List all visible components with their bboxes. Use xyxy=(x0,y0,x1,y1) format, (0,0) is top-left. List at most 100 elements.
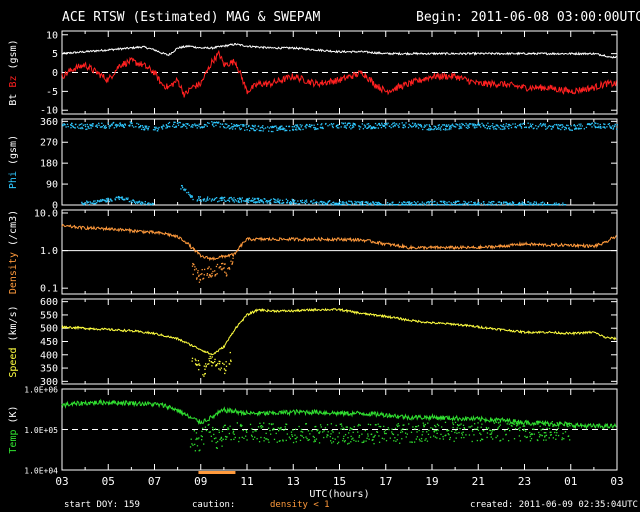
data-point xyxy=(107,122,109,124)
data-point xyxy=(445,434,447,436)
data-point xyxy=(590,123,592,125)
data-point xyxy=(377,423,379,425)
data-point xyxy=(95,202,97,205)
data-point xyxy=(299,199,302,202)
data-point xyxy=(560,124,562,126)
data-point xyxy=(260,129,262,132)
data-point xyxy=(381,437,384,439)
data-point xyxy=(143,128,145,131)
data-point xyxy=(547,204,550,206)
data-point xyxy=(290,431,293,433)
data-point xyxy=(372,126,375,128)
data-point xyxy=(97,200,99,202)
data-point xyxy=(557,203,559,206)
data-point xyxy=(357,201,360,203)
data-point xyxy=(608,123,610,125)
data-point xyxy=(404,126,407,128)
data-point xyxy=(219,197,221,200)
data-point xyxy=(222,426,225,428)
data-point xyxy=(200,126,202,128)
data-point xyxy=(441,124,444,126)
data-point xyxy=(446,429,448,431)
data-point xyxy=(130,200,132,202)
data-point xyxy=(211,198,214,200)
data-point xyxy=(162,124,164,126)
data-point xyxy=(435,430,438,432)
data-point xyxy=(122,124,125,127)
data-point xyxy=(379,124,382,127)
data-point xyxy=(277,201,279,203)
data-point xyxy=(221,123,224,125)
data-point xyxy=(134,201,136,203)
data-point xyxy=(227,126,229,128)
data-point xyxy=(326,424,329,426)
data-point xyxy=(521,202,523,205)
data-point xyxy=(497,201,499,203)
data-point xyxy=(427,129,430,131)
data-point xyxy=(248,129,251,132)
data-point xyxy=(558,203,560,205)
data-point xyxy=(543,202,546,204)
data-point xyxy=(117,124,119,126)
ytick-label: 550 xyxy=(40,310,58,321)
data-point xyxy=(233,124,235,126)
data-point xyxy=(299,129,302,131)
data-point xyxy=(421,126,423,128)
data-point xyxy=(529,440,532,442)
data-point xyxy=(236,125,238,128)
data-point xyxy=(252,125,255,127)
data-point xyxy=(144,125,146,127)
data-point xyxy=(510,126,513,129)
data-point xyxy=(507,427,509,430)
data-point xyxy=(270,202,272,204)
data-point xyxy=(168,121,171,124)
data-point xyxy=(342,427,344,429)
data-point xyxy=(263,198,265,200)
data-point xyxy=(519,429,521,432)
data-point xyxy=(163,125,165,127)
xtick-label: 09 xyxy=(194,475,207,488)
data-point xyxy=(265,438,267,440)
data-point xyxy=(502,202,505,204)
ylabel-part: Phi xyxy=(8,171,19,189)
data-point xyxy=(358,436,360,438)
data-point xyxy=(391,433,394,435)
data-point xyxy=(261,200,263,203)
data-point xyxy=(211,365,213,367)
data-point xyxy=(291,198,293,201)
data-point xyxy=(205,124,207,126)
data-point xyxy=(221,430,224,433)
data-point xyxy=(274,125,276,127)
data-point xyxy=(282,127,284,129)
data-point xyxy=(206,196,209,198)
data-point xyxy=(405,122,407,124)
ylabel-mag: Bt Bz (gsm) xyxy=(8,39,19,105)
data-point xyxy=(222,197,224,199)
data-point xyxy=(98,124,100,126)
data-point xyxy=(512,123,514,125)
data-point xyxy=(214,275,216,277)
data-point xyxy=(231,126,233,128)
data-point xyxy=(430,204,432,206)
data-point xyxy=(533,201,536,203)
data-point xyxy=(485,426,488,429)
data-point xyxy=(276,129,278,131)
data-point xyxy=(243,124,245,126)
data-point xyxy=(499,128,502,130)
data-point xyxy=(540,429,542,431)
data-point xyxy=(173,123,175,126)
data-point xyxy=(125,198,128,200)
data-point xyxy=(428,124,430,126)
data-point xyxy=(308,125,310,128)
data-point xyxy=(523,428,525,430)
data-point xyxy=(231,198,233,200)
data-point xyxy=(262,130,264,132)
data-point xyxy=(499,439,502,442)
data-point xyxy=(220,268,222,270)
data-point xyxy=(556,126,559,128)
data-point xyxy=(519,202,521,205)
data-point xyxy=(114,199,117,201)
data-point xyxy=(252,438,254,440)
data-point xyxy=(239,197,241,200)
data-point xyxy=(483,200,485,203)
